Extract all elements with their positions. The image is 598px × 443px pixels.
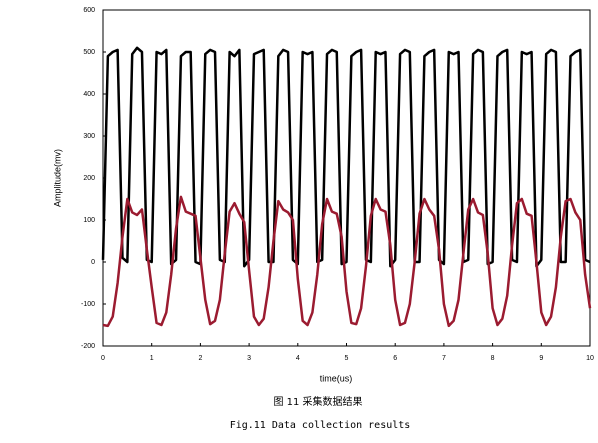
- y-tick-label: -200: [81, 343, 95, 350]
- series-line: [102, 195, 592, 328]
- x-tick-label: 10: [586, 355, 594, 362]
- y-tick-label: 200: [83, 175, 95, 182]
- y-tick-label: 100: [83, 217, 95, 224]
- y-tick-label: 500: [83, 49, 95, 56]
- y-tick-label: 400: [83, 91, 95, 98]
- x-tick-label: 7: [442, 355, 446, 362]
- caption-cn: 图 11 采集数据结果: [273, 395, 362, 408]
- x-tick-label: 0: [101, 355, 105, 362]
- y-tick-label: -100: [81, 301, 95, 308]
- x-tick-label: 2: [198, 355, 202, 362]
- x-tick-label: 3: [247, 355, 251, 362]
- x-tick-label: 5: [345, 355, 349, 362]
- x-tick-label: 8: [491, 355, 495, 362]
- x-tick-label: 1: [150, 355, 154, 362]
- y-tick-label: 0: [91, 259, 95, 266]
- caption-en: Fig.11 Data collection results: [230, 420, 411, 431]
- series-line: [101, 46, 591, 268]
- x-axis-label: time(us): [320, 373, 353, 383]
- y-axis-label: Amplitude(mv): [52, 149, 62, 207]
- x-tick-label: 9: [539, 355, 543, 362]
- x-tick-label: 4: [296, 355, 300, 362]
- x-tick-label: 6: [393, 355, 397, 362]
- y-tick-label: 600: [83, 7, 95, 14]
- y-tick-label: 300: [83, 133, 95, 140]
